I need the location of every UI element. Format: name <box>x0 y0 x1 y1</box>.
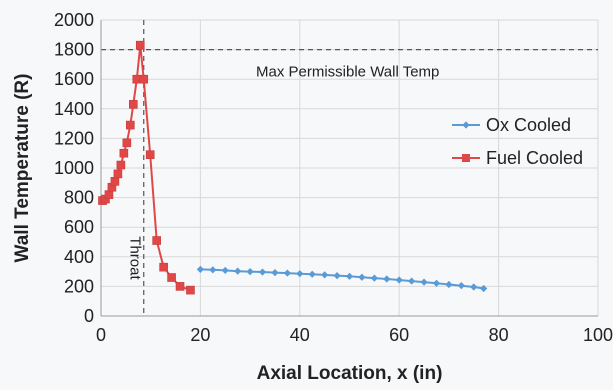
ox-cooled-point <box>457 282 465 290</box>
fuel-cooled-point <box>159 262 168 272</box>
y-tick-label: 1800 <box>54 40 94 60</box>
reference-lines: Max Permissible Wall Temp Throat <box>101 20 598 316</box>
ox-cooled-point <box>258 268 267 276</box>
fuel-cooled-point <box>167 273 176 282</box>
ox-cooled-point <box>333 271 341 280</box>
fuel-cooled-point <box>135 40 145 50</box>
series-layer <box>98 40 488 295</box>
ox-cooled-point <box>408 277 416 285</box>
ox-cooled-legend-marker <box>462 121 470 129</box>
ox-cooled-point <box>345 272 354 280</box>
y-tick-label: 0 <box>84 306 94 326</box>
x-axis-title: Axial Location, x (in) <box>257 363 443 384</box>
max-temp-label: Max Permissible Wall Temp <box>256 64 439 81</box>
fuel-cooled-point <box>122 138 132 148</box>
ox-cooled-point <box>395 276 403 284</box>
ox-cooled-legend-label: Ox Cooled <box>486 115 571 135</box>
ox-cooled-point <box>383 275 391 283</box>
ox-cooled-point <box>420 278 428 286</box>
y-tick-label: 1600 <box>54 69 94 89</box>
fuel-cooled-point <box>145 150 155 159</box>
y-tick-label: 600 <box>64 217 94 237</box>
legend: Ox Cooled Fuel Cooled <box>452 115 583 168</box>
ox-cooled-point <box>271 269 279 277</box>
ox-cooled-point <box>209 266 217 274</box>
ox-cooled-point <box>308 270 316 278</box>
x-tick-label: 60 <box>389 325 409 345</box>
x-tick-label: 20 <box>190 325 210 345</box>
throat-label: Throat <box>127 236 144 280</box>
ox-cooled-point <box>358 273 366 281</box>
fuel-cooled-point <box>152 236 161 245</box>
y-axis-title: Wall Temperature (R) <box>12 74 33 263</box>
fuel-cooled-point <box>175 282 185 291</box>
x-tick-label: 0 <box>96 325 106 345</box>
y-tick-label: 200 <box>64 276 94 296</box>
ox-cooled-point <box>370 274 378 282</box>
fuel-cooled-point <box>139 74 149 84</box>
x-tick-label: 80 <box>489 325 509 345</box>
y-tick-label: 1200 <box>54 128 94 148</box>
y-tick-label: 2000 <box>54 10 94 30</box>
ox-cooled-point <box>432 279 441 287</box>
fuel-cooled-point <box>116 160 126 170</box>
ox-cooled-point <box>470 283 478 291</box>
fuel-cooled-point <box>119 148 129 158</box>
ox-cooled-point <box>246 268 254 276</box>
y-tick-label: 1000 <box>54 158 94 178</box>
ox-cooled-point <box>321 271 329 279</box>
fuel-cooled-point <box>129 100 138 109</box>
fuel-cooled-point <box>126 120 135 130</box>
y-tick-label: 400 <box>64 247 94 267</box>
x-tick-label: 100 <box>583 325 613 345</box>
ox-cooled-point <box>296 270 304 278</box>
fuel-cooled-point <box>110 177 120 186</box>
ox-cooled-point <box>283 269 291 277</box>
axes: 0 200 400 600 800 1000 1200 1400 1600 1800 2000 0 20… <box>12 10 613 384</box>
y-tick-label: 800 <box>64 188 94 208</box>
fuel-cooled-point <box>104 190 114 199</box>
fuel-cooled-point <box>186 285 195 295</box>
fuel-cooled-legend-label: Fuel Cooled <box>486 148 583 168</box>
x-tick-label: 40 <box>290 325 310 345</box>
y-tick-label: 1400 <box>54 99 94 119</box>
ox-cooled-point <box>445 280 453 289</box>
ox-cooled-point <box>221 266 229 275</box>
ox-cooled-point <box>234 267 242 275</box>
ox-cooled-point <box>480 284 488 293</box>
fuel-cooled-legend-marker <box>462 154 470 162</box>
ox-cooled-point <box>196 265 204 273</box>
fuel-cooled-point <box>113 169 123 179</box>
